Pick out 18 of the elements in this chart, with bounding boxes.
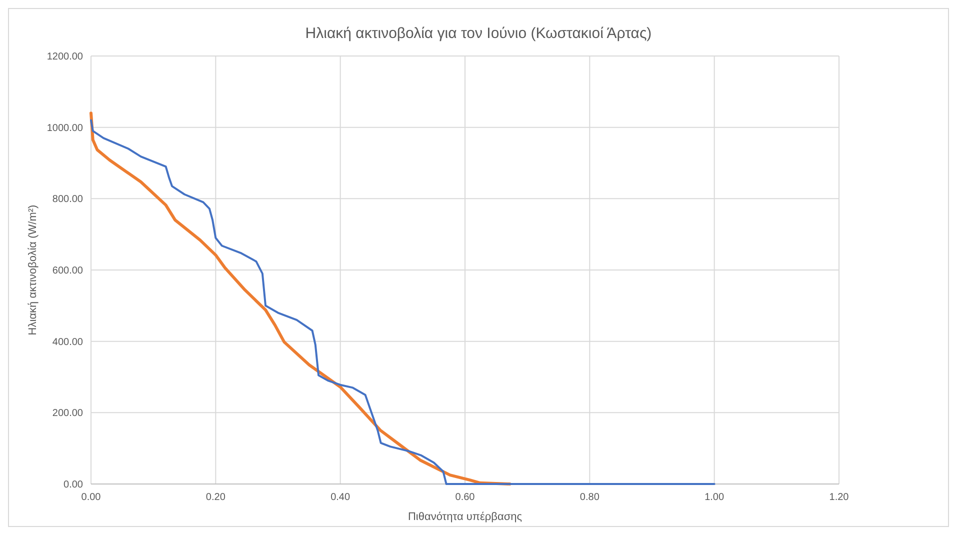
- x-tick-label: 0.40: [330, 492, 350, 503]
- x-tick-label: 0.60: [455, 492, 476, 503]
- y-axis-title: Ηλιακή ακτινοβολία (W/m²): [27, 204, 39, 336]
- x-axis-title: Πιθανότητα υπέρβασης: [408, 511, 522, 523]
- y-tick-label: 400.00: [52, 336, 84, 348]
- line-series: [90, 119, 716, 485]
- x-tick-label: 0.20: [206, 492, 226, 503]
- y-tick-label: 800.00: [52, 194, 84, 206]
- x-tick-label: 0.00: [81, 492, 102, 503]
- y-tick-label: 600.00: [52, 266, 84, 276]
- x-tick-label: 1.00: [704, 492, 724, 503]
- x-tick-label: 0.80: [580, 492, 600, 503]
- chart-title: Ηλιακή ακτινοβολία για τον Ιούνιο (Κωστακιοί Άρτας): [305, 25, 652, 42]
- y-tick-label: 1200.00: [46, 52, 84, 62]
- y-tick-label: 0.00: [64, 480, 84, 490]
- x-tick-label: 1.20: [829, 492, 850, 503]
- y-tick-label: 1000.00: [46, 122, 84, 134]
- y-tick-label: 200.00: [52, 408, 84, 420]
